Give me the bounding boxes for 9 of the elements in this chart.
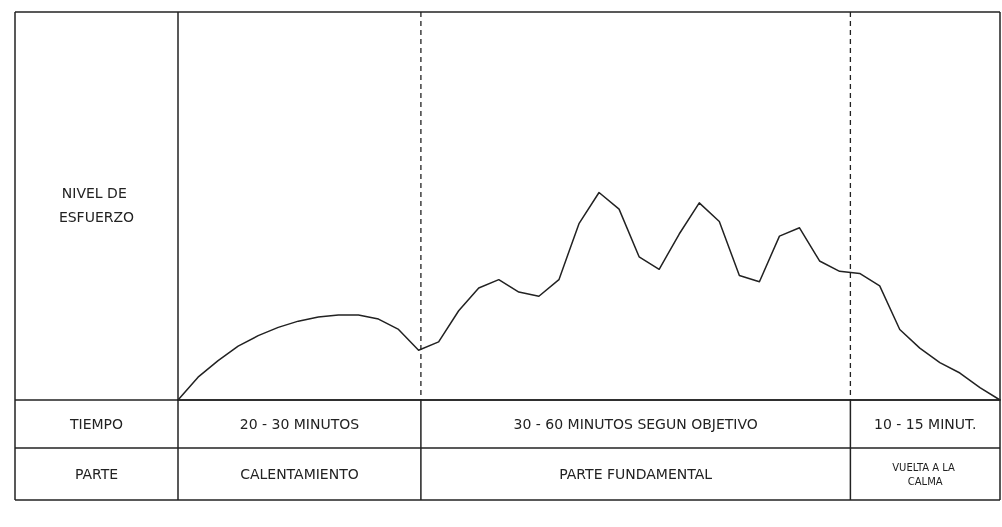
text: 30 - 60 MINUTOS SEGUN OBJETIVO xyxy=(513,416,758,432)
text: 20 - 30 MINUTOS xyxy=(239,416,360,432)
text: PARTE FUNDAMENTAL xyxy=(559,466,713,482)
text: CALENTAMIENTO xyxy=(240,466,359,482)
text: 10 - 15 MINUT. xyxy=(874,416,977,432)
text: VUELTA A LA CALMA xyxy=(892,461,959,487)
text: PARTE xyxy=(74,466,119,482)
y-axis-title: NIVEL DE ESFUERZO xyxy=(58,185,135,225)
text: TIEMPO xyxy=(68,416,124,432)
